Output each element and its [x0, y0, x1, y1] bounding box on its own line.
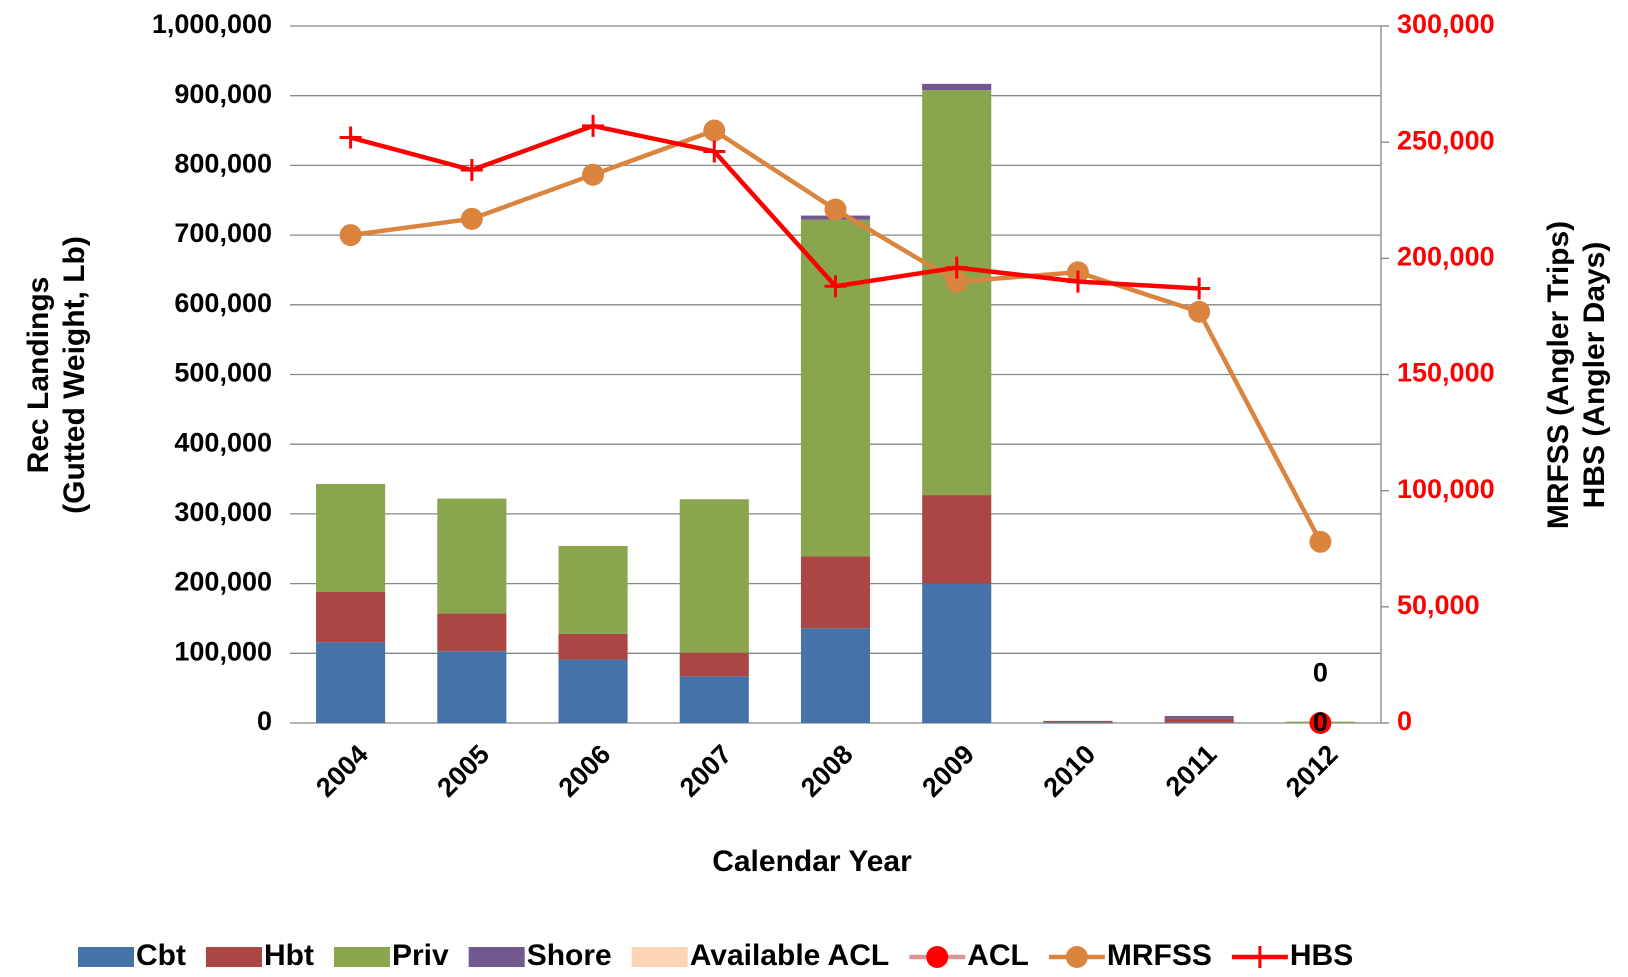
- point: [460, 207, 483, 230]
- x-tick-label: 2008: [795, 739, 859, 803]
- y2-axis-title-line: HBS (Angler Days): [1578, 242, 1611, 509]
- point: [582, 114, 605, 137]
- legend-swatch: [468, 947, 525, 967]
- legend-label: Available ACL: [690, 939, 890, 972]
- bar: [1043, 720, 1113, 723]
- bar: [1164, 716, 1234, 719]
- x-tick-label: 2005: [431, 739, 495, 803]
- y-tick-label: 700,000: [174, 218, 272, 248]
- point: [582, 163, 605, 186]
- y-tick-label: 1,000,000: [152, 9, 272, 39]
- y-tick-label: 600,000: [174, 288, 272, 318]
- data-label: 0: [1313, 658, 1328, 688]
- y-tick-label: 900,000: [174, 79, 272, 109]
- bar: [922, 583, 992, 723]
- legend-swatch: [78, 947, 134, 967]
- legend-marker: [926, 946, 949, 968]
- legend-swatch: [631, 947, 688, 967]
- bar: [437, 651, 507, 723]
- bar: [1164, 718, 1234, 723]
- legend-label: ACL: [967, 939, 1029, 972]
- x-axis-title: Calendar Year: [712, 845, 912, 878]
- y2-tick-label: 0: [1397, 706, 1412, 736]
- point: [339, 224, 362, 247]
- bar: [679, 652, 749, 677]
- y-tick-label: 100,000: [174, 636, 272, 666]
- point: [945, 270, 968, 293]
- bar: [1164, 722, 1234, 724]
- bar: [558, 659, 628, 723]
- y2-axis-title: MRFSS (Angler Trips) HBS (Angler Days): [1542, 221, 1611, 529]
- legend-swatch: [205, 947, 262, 967]
- point: [1309, 712, 1332, 734]
- y2-tick-label: 300,000: [1397, 9, 1495, 39]
- point: [945, 256, 968, 279]
- bar: [922, 90, 992, 496]
- y2-tick-label: 50,000: [1397, 590, 1480, 620]
- y-axis-title-line: Rec Landings: [22, 277, 55, 474]
- y-tick-label: 500,000: [174, 358, 272, 388]
- x-tick-label: 2011: [1160, 739, 1223, 802]
- y-tick-label: 800,000: [174, 149, 272, 179]
- point: [1188, 277, 1211, 300]
- legend-marker: [1065, 946, 1088, 968]
- x-tick-label: 2009: [916, 739, 980, 803]
- point: [460, 159, 483, 182]
- bar: [679, 676, 749, 723]
- bar: [679, 499, 749, 653]
- legend-label: Hbt: [264, 939, 314, 972]
- y-tick-label: 300,000: [174, 497, 272, 527]
- bar: [558, 545, 628, 634]
- legend-label: Cbt: [136, 939, 186, 972]
- bar: [800, 219, 871, 557]
- point: [1066, 270, 1089, 293]
- legend-swatch: [333, 947, 390, 967]
- point: [1188, 300, 1211, 323]
- legend-label: Shore: [527, 939, 612, 972]
- bar: [800, 556, 871, 629]
- line: [350, 123, 1200, 291]
- bar: [1043, 722, 1113, 724]
- bar: [922, 495, 992, 584]
- x-tick-label: 2012: [1280, 739, 1344, 803]
- point: [1309, 530, 1332, 553]
- x-tick-label: 2006: [553, 739, 617, 803]
- bar: [922, 83, 992, 91]
- bar: [437, 498, 507, 614]
- legend-label: MRFSS: [1107, 939, 1212, 972]
- y-axis-title-line: (Gutted Weight, Lb): [58, 236, 91, 514]
- y-tick-label: 400,000: [174, 427, 272, 457]
- bar: [558, 633, 628, 660]
- legend-label: HBS: [1290, 939, 1353, 972]
- y-axis-title: Rec Landings (Gutted Weight, Lb): [22, 236, 91, 514]
- y2-tick-label: 150,000: [1397, 358, 1495, 388]
- x-tick-label: 2004: [310, 739, 374, 803]
- legend-marker: [1248, 946, 1271, 968]
- point: [824, 275, 847, 298]
- y2-tick-label: 100,000: [1397, 474, 1495, 504]
- y-tick-label: 0: [257, 706, 272, 736]
- bar: [316, 591, 386, 643]
- data-label: 0: [1313, 707, 1328, 737]
- bar: [316, 483, 386, 592]
- point: [824, 198, 847, 221]
- bar: [800, 628, 871, 723]
- y-tick-label: 200,000: [174, 567, 272, 597]
- point: [339, 126, 362, 149]
- point: [703, 119, 726, 142]
- x-tick-label: 2007: [674, 739, 738, 803]
- legend: Cbt Hbt Priv Shore Available ACL ACL MRFSS HBS: [78, 939, 1353, 972]
- point: [703, 140, 726, 163]
- y2-tick-label: 250,000: [1397, 125, 1495, 155]
- bar: [437, 613, 507, 652]
- y2-axis-title-line: MRFSS (Angler Trips): [1542, 221, 1575, 529]
- y2-tick-label: 200,000: [1397, 241, 1495, 271]
- legend-label: Priv: [392, 939, 449, 972]
- x-tick-label: 2010: [1038, 739, 1102, 803]
- bar: [316, 642, 386, 723]
